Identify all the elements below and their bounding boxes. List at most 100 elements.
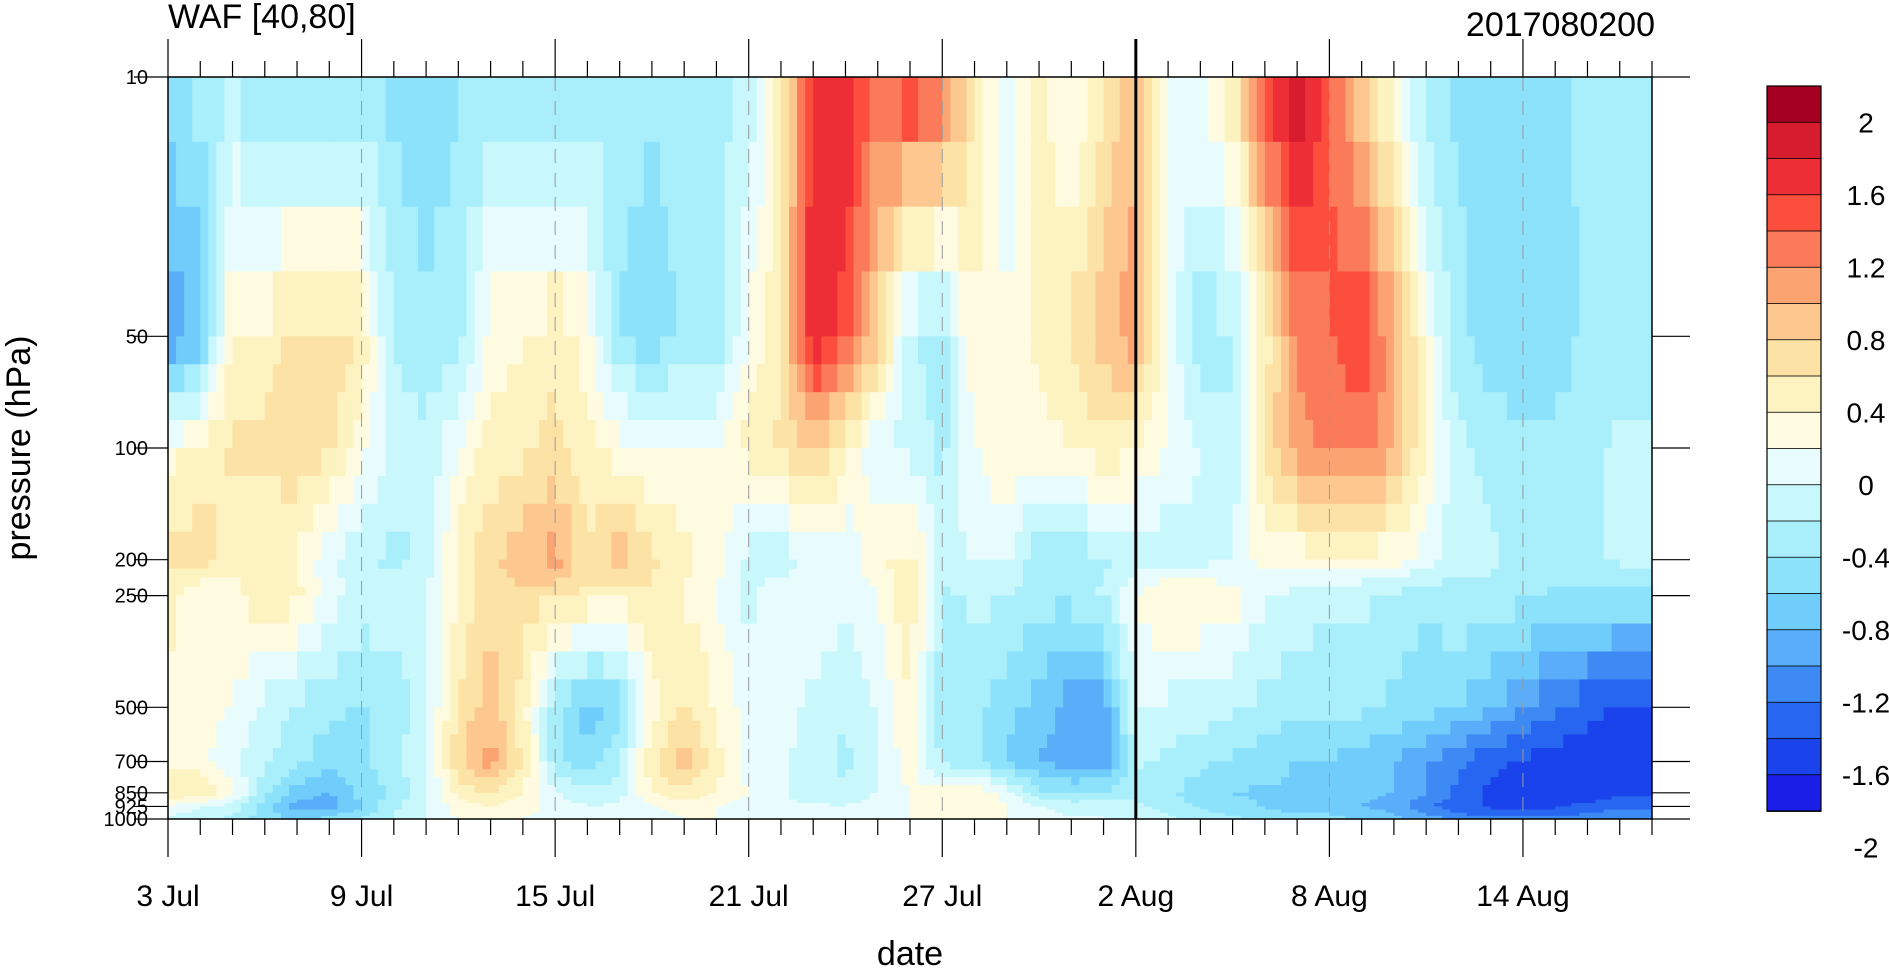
contour-cell xyxy=(998,503,1008,533)
contour-cell xyxy=(1055,420,1064,449)
contour-cell xyxy=(1563,559,1572,570)
contour-cell xyxy=(539,747,548,763)
contour-cell xyxy=(1022,475,1032,505)
contour-cell xyxy=(821,141,830,208)
contour-cell xyxy=(1426,577,1435,588)
contour-cell xyxy=(1506,651,1516,680)
contour-cell xyxy=(1047,568,1056,579)
contour-cell xyxy=(1450,595,1460,625)
contour-cell xyxy=(1079,141,1089,208)
contour-cell xyxy=(418,448,427,477)
contour-cell xyxy=(1643,707,1652,722)
contour-cell xyxy=(1369,707,1379,722)
contour-cell xyxy=(659,271,669,337)
contour-cell xyxy=(506,777,516,786)
contour-cell xyxy=(409,420,419,449)
contour-cell xyxy=(1240,559,1250,570)
contour-cell xyxy=(910,679,919,708)
contour-cell xyxy=(216,761,226,770)
contour-cell xyxy=(1490,720,1500,736)
contour-cell xyxy=(1039,623,1048,653)
contour-cell xyxy=(571,586,580,597)
contour-cell xyxy=(1385,595,1395,625)
contour-cell xyxy=(571,271,580,337)
contour-cell xyxy=(780,336,790,365)
contour-cell xyxy=(1361,559,1371,570)
contour-cell xyxy=(264,707,274,722)
contour-cell xyxy=(1006,707,1016,722)
contour-cell xyxy=(1579,420,1589,449)
contour-cell xyxy=(958,448,968,477)
contour-cell xyxy=(998,206,1008,273)
contour-cell xyxy=(1587,707,1597,722)
contour-cell xyxy=(232,364,242,393)
contour-cell xyxy=(998,568,1008,579)
contour-cell xyxy=(885,448,895,477)
contour-cell xyxy=(490,420,500,449)
contour-cell xyxy=(1151,769,1161,778)
contour-cell xyxy=(1071,392,1080,421)
contour-cell xyxy=(982,720,992,736)
contour-cell xyxy=(1192,503,1201,533)
contour-cell xyxy=(789,336,798,365)
contour-cell xyxy=(1450,503,1460,533)
contour-cell xyxy=(200,734,209,749)
contour-cell xyxy=(659,720,669,736)
contour-cell xyxy=(716,559,726,570)
contour-cell xyxy=(1135,777,1145,786)
contour-cell xyxy=(530,141,540,208)
contour-cell xyxy=(1232,475,1242,505)
contour-cell xyxy=(934,623,943,653)
contour-cell xyxy=(248,707,258,722)
contour-cell xyxy=(724,206,734,273)
contour-cell xyxy=(724,420,734,449)
contour-cell xyxy=(1426,364,1435,393)
contour-cell xyxy=(990,271,1000,337)
contour-cell xyxy=(1079,559,1089,570)
contour-cell xyxy=(474,577,484,588)
contour-cell xyxy=(676,559,685,570)
contour-cell xyxy=(1547,503,1556,533)
contour-cell xyxy=(740,77,750,143)
contour-cell xyxy=(232,651,242,680)
contour-cell xyxy=(1393,420,1403,449)
contour-cell xyxy=(563,420,572,449)
contour-cell xyxy=(627,734,637,749)
contour-cell xyxy=(490,559,500,570)
contour-cell xyxy=(280,761,290,770)
contour-cell xyxy=(684,271,693,337)
contour-cell xyxy=(1482,568,1492,579)
contour-cell xyxy=(1289,503,1298,533)
contour-cell xyxy=(1087,141,1097,208)
contour-cell xyxy=(353,531,363,561)
contour-cell xyxy=(563,336,572,365)
contour-cell xyxy=(409,503,419,533)
contour-cell xyxy=(740,586,750,597)
contour-cell xyxy=(514,761,524,770)
contour-cell xyxy=(1393,77,1403,143)
contour-cell xyxy=(619,503,629,533)
contour-cell xyxy=(1539,420,1548,449)
contour-cell xyxy=(853,651,863,680)
contour-cell xyxy=(288,577,298,588)
contour-cell xyxy=(1369,77,1379,143)
contour-cell xyxy=(668,336,677,365)
contour-cell xyxy=(1563,747,1572,763)
contour-cell xyxy=(1030,420,1040,449)
contour-cell xyxy=(724,707,734,722)
contour-cell xyxy=(1450,420,1460,449)
contour-cell xyxy=(1619,586,1629,597)
contour-cell xyxy=(885,475,895,505)
contour-cell xyxy=(668,769,677,778)
contour-cell xyxy=(797,769,806,778)
contour-cell xyxy=(982,364,992,393)
contour-cell xyxy=(950,420,959,449)
contour-cell xyxy=(587,503,597,533)
contour-cell xyxy=(1151,586,1161,597)
contour-cell xyxy=(869,769,879,778)
contour-cell xyxy=(1047,623,1056,653)
contour-cell xyxy=(1151,206,1161,273)
contour-cell xyxy=(869,420,879,449)
contour-cell xyxy=(272,364,282,393)
contour-cell xyxy=(740,568,750,579)
